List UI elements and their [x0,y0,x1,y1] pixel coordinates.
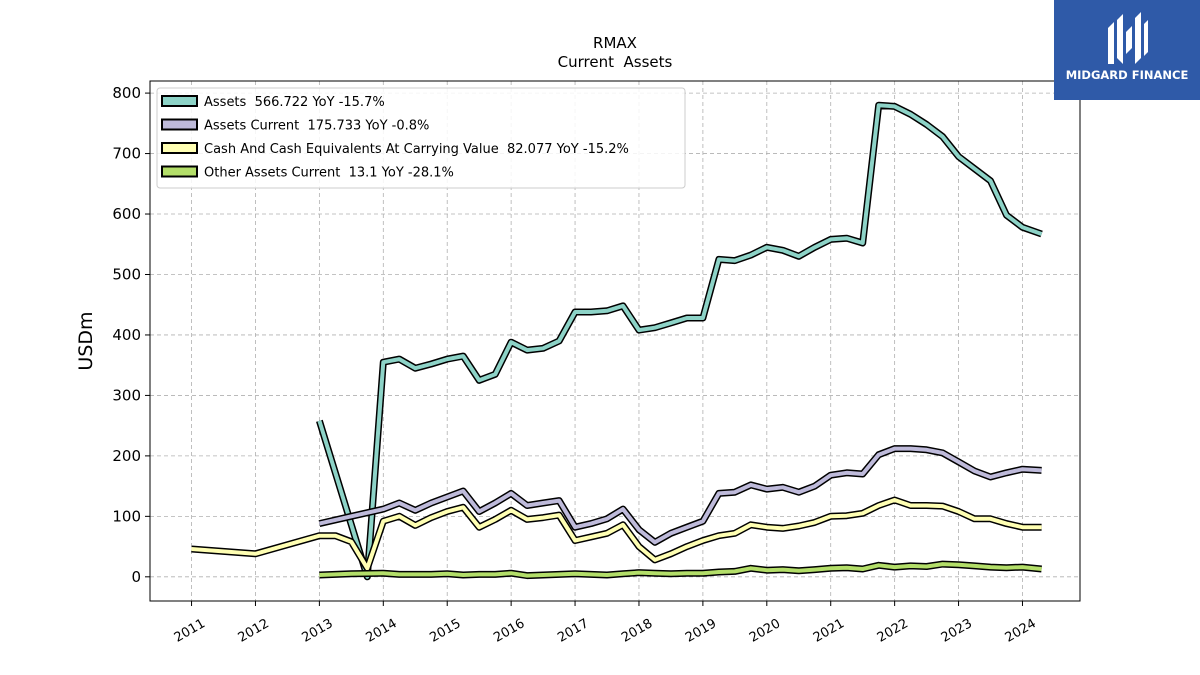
brand-name: MIDGARD FINANCE [1065,68,1189,82]
legend-label: Cash And Cash Equivalents At Carrying Va… [204,142,629,157]
x-tick-label: 2011 [172,616,208,646]
x-tick-label: 2021 [811,616,847,646]
legend: Assets 566.722 YoY -15.7% Assets Current … [156,87,686,189]
x-tick-label: 2023 [939,616,975,646]
chart-title: RMAX [593,34,637,52]
legend-swatch [161,165,198,178]
brand-logo: MIDGARD FINANCE [1054,0,1200,100]
x-tick-label: 2016 [491,616,527,646]
legend-label: Other Assets Current 13.1 YoY -28.1% [204,166,454,181]
x-tick-label: 2017 [555,616,591,646]
y-axis-label: USDm [75,311,97,370]
series-line-1 [318,446,1042,545]
x-tick-label: 2022 [875,616,911,646]
x-tick-label: 2018 [619,616,655,646]
x-tick-label: 2020 [747,616,783,646]
y-tick-label: 0 [131,568,141,586]
x-tick-label: 2024 [1003,616,1039,646]
x-tick-label: 2014 [363,616,399,646]
y-tick-label: 500 [112,265,141,283]
legend-swatch [161,95,198,107]
series-line-2 [191,498,1042,571]
y-tick-label: 400 [112,326,141,344]
y-tick-label: 700 [112,145,141,163]
y-tick-label: 800 [112,84,141,102]
series-line-3 [319,562,1042,578]
x-tick-label: 2013 [300,616,336,646]
legend-label: Assets 566.722 YoY -15.7% [204,95,385,110]
x-tick-label: 2015 [427,616,463,646]
y-tick-label: 100 [112,507,141,525]
y-tick-label: 200 [112,447,141,465]
legend-swatch [161,142,198,154]
plot-frame [149,80,1081,602]
y-tick-label: 300 [112,386,141,404]
plot-area [191,101,1043,581]
chart-subtitle: Current Assets [558,53,673,71]
y-tick-label: 600 [112,205,141,223]
legend-swatch [161,118,198,131]
series-line-0 [317,103,1043,579]
x-tick-label: 2019 [683,616,719,646]
legend-box [156,87,686,189]
legend-label: Assets Current 175.733 YoY -0.8% [204,119,429,134]
midgard-logo-icon [1108,12,1148,64]
x-tick-label: 2012 [236,616,272,646]
